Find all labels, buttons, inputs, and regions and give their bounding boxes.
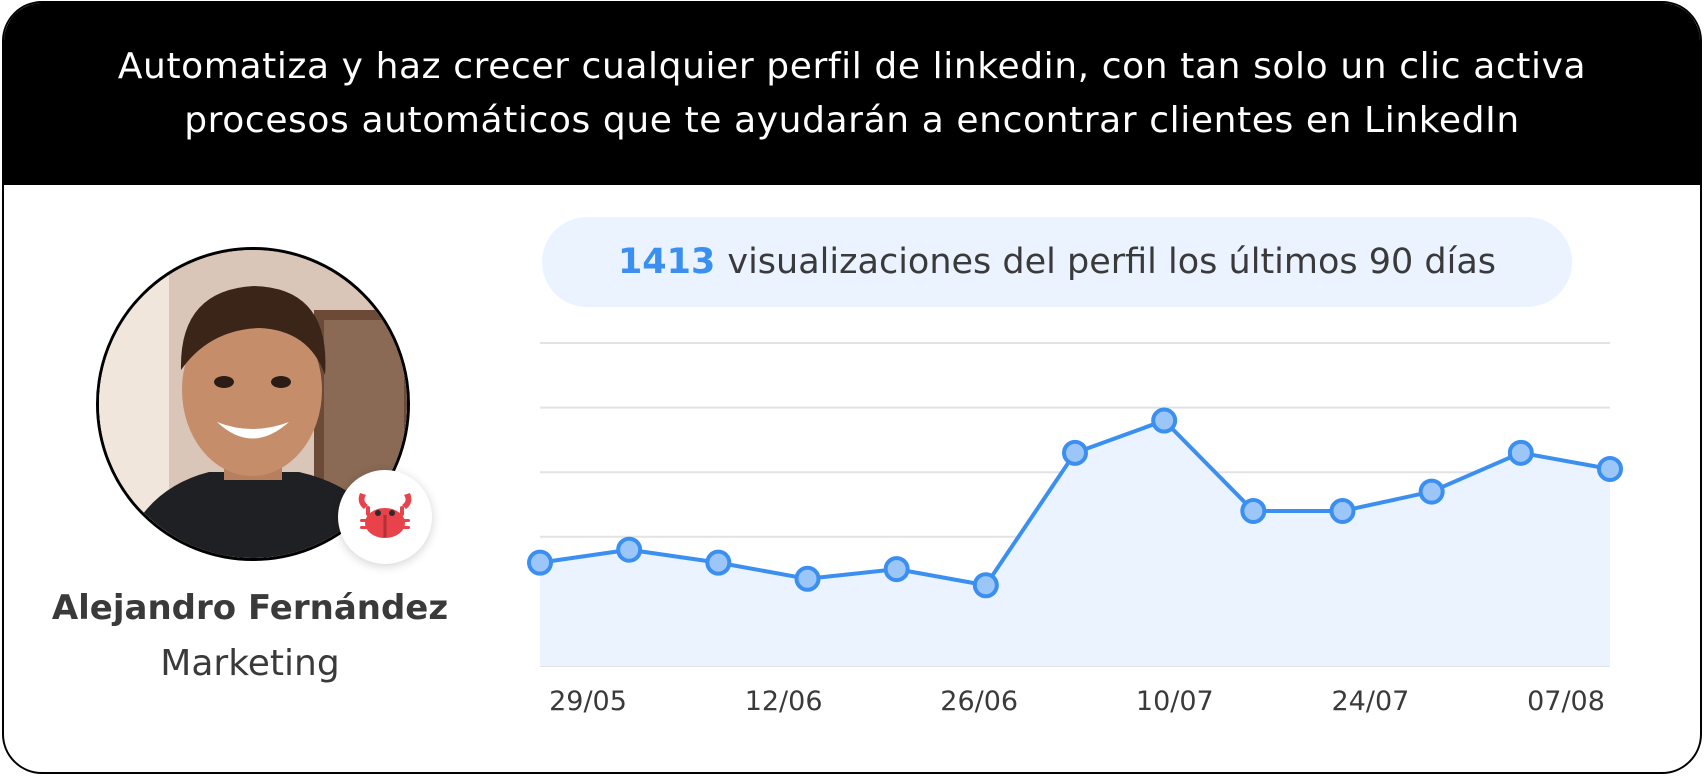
chart-x-ticks: 29/05 12/06 26/06 10/07 24/07 07/08 — [549, 686, 1605, 717]
views-count: 1413 — [617, 242, 716, 282]
data-point — [1597, 455, 1623, 482]
data-point — [1507, 439, 1534, 466]
x-tick-label: 29/05 — [549, 686, 627, 717]
x-tick-label: 26/06 — [940, 686, 1018, 717]
x-tick-label: 07/08 — [1527, 686, 1605, 717]
data-point — [1418, 478, 1445, 505]
chart-area — [540, 420, 1610, 666]
data-point — [1062, 439, 1088, 466]
x-tick-label: 10/07 — [1136, 686, 1214, 717]
crab-icon — [358, 493, 412, 538]
header-banner: Automatiza y haz crecer cualquier perfil… — [4, 3, 1700, 185]
data-point — [1151, 407, 1178, 434]
views-summary: 1413 visualizaciones del perfil los últi… — [542, 217, 1572, 307]
data-point — [1240, 497, 1267, 524]
x-tick-label: 24/07 — [1331, 686, 1409, 717]
x-tick-label: 12/06 — [745, 686, 823, 717]
data-point — [616, 536, 643, 563]
data-point — [794, 565, 821, 592]
views-label: visualizaciones del perfil los últimos 9… — [727, 242, 1497, 282]
profile-role: Marketing — [160, 643, 340, 684]
chart-points — [527, 407, 1623, 599]
banner-line-2: procesos automáticos que te ayudarán a e… — [184, 100, 1520, 141]
banner-line-1: Automatiza y haz crecer cualquier perfil… — [117, 46, 1587, 87]
data-point — [705, 549, 732, 576]
profile-name: Alejandro Fernández — [51, 588, 449, 628]
crab-badge — [338, 470, 432, 564]
data-point — [972, 572, 999, 599]
data-point — [1329, 497, 1356, 524]
data-point — [527, 549, 553, 576]
data-point — [883, 556, 910, 583]
avatar — [96, 247, 410, 561]
